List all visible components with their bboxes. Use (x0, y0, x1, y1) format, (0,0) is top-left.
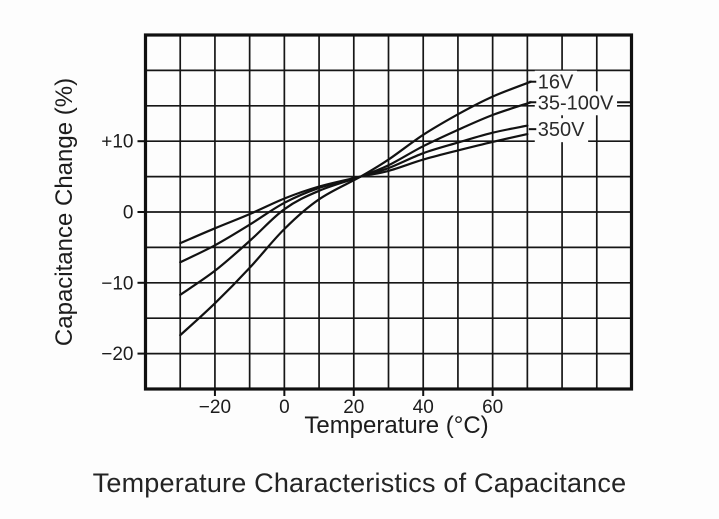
y-axis-tick-label: 0 (123, 203, 134, 224)
y-axis-title: Capacitance Change (%) (51, 78, 78, 346)
plot-border (143, 33, 634, 391)
x-axis-tick-label: 60 (482, 397, 503, 418)
series-label-350v: 350V (538, 119, 585, 141)
series-line-350v (179, 133, 529, 245)
y-axis-tick-label: +10 (101, 132, 133, 153)
x-axis-tick-label: 0 (279, 397, 290, 418)
y-axis-tick-label: −20 (101, 344, 133, 365)
series-label-16v: 16V (538, 72, 574, 94)
figure-caption: Temperature Characteristics of Capacitan… (92, 468, 627, 498)
series-label-35-100v: 35-100V (538, 92, 614, 114)
series-label-background (534, 70, 578, 95)
x-axis-tick-label: 20 (343, 397, 364, 418)
x-axis-title: Temperature (°C) (304, 412, 488, 439)
y-axis-tick-label: −10 (101, 273, 133, 294)
x-axis-tick-label: −20 (199, 397, 231, 418)
series-label-background (534, 118, 589, 143)
series-line-100v (179, 101, 532, 296)
x-axis-tick-label: 40 (413, 397, 434, 418)
series-label-background (534, 91, 618, 116)
